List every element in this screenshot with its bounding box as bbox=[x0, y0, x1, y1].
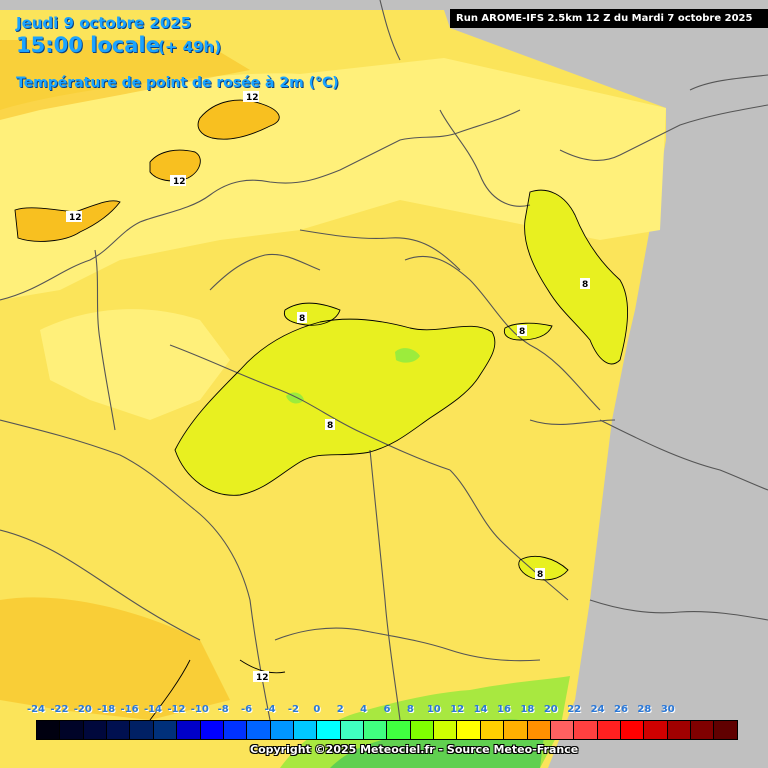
legend-swatch bbox=[317, 721, 341, 739]
legend-tick-label: 24 bbox=[590, 704, 605, 715]
legend-tick-label: 0 bbox=[313, 704, 321, 715]
borders bbox=[0, 0, 768, 721]
legend-tick-label: -2 bbox=[287, 704, 299, 715]
dewpoint-zone-12-topleft bbox=[0, 40, 250, 120]
legend-tick-label: -12 bbox=[167, 704, 186, 715]
forecast-time: 15:00 locale bbox=[16, 33, 160, 57]
dewpoint-zone-12-northsea bbox=[198, 100, 280, 140]
contour-labels: 12 12 12 8 8 8 8 8 12 bbox=[66, 91, 590, 683]
legend-tick-label: 14 bbox=[473, 704, 488, 715]
contour-label: 12 bbox=[256, 673, 269, 683]
legend-swatch bbox=[37, 721, 61, 739]
legend-swatch bbox=[153, 721, 178, 739]
legend-tick-label: 8 bbox=[406, 704, 414, 715]
legend-swatch bbox=[667, 721, 692, 739]
dewpoint-zone-12-north-a bbox=[150, 150, 201, 181]
contours bbox=[14, 99, 628, 721]
dewpoint-zone-light-west bbox=[40, 309, 230, 420]
contour-label: 12 bbox=[246, 93, 259, 103]
forecast-date: Jeudi 9 octobre 2025 bbox=[16, 14, 192, 32]
legend-swatch bbox=[714, 721, 737, 739]
legend-swatch bbox=[387, 721, 411, 739]
legend-swatch bbox=[434, 721, 458, 739]
legend-tick-label: 22 bbox=[567, 704, 582, 715]
legend-tick-label: -24 bbox=[26, 704, 46, 715]
contour-label: 8 bbox=[537, 570, 543, 580]
copyright-text: Copyright ©2025 Meteociel.fr - Source Me… bbox=[250, 743, 579, 756]
legend-tick-label: -14 bbox=[143, 704, 163, 715]
legend-tick-label: -18 bbox=[97, 704, 116, 715]
dewpoint-zone-6-spot-a bbox=[395, 348, 420, 363]
legend-swatch bbox=[574, 721, 598, 739]
legend-ticks: -24 -22 -20 -18 -16 -14 -12 -10 -8 -6 -4 -2 0 2 4 6 8 10 1… bbox=[27, 704, 738, 718]
legend-swatch bbox=[107, 721, 131, 739]
color-legend: -24 -22 -20 -18 -16 -14 -12 -10 -8 -6 -4 -2 0 2 4 6 8 10 1… bbox=[27, 704, 738, 742]
legend-swatch bbox=[457, 721, 481, 739]
legend-tick-label: 16 bbox=[497, 704, 511, 715]
legend-tick-label: -20 bbox=[73, 704, 92, 715]
legend-tick-label: -4 bbox=[264, 704, 276, 715]
contour-label: 8 bbox=[327, 421, 333, 431]
contour-label: 12 bbox=[173, 177, 186, 187]
dewpoint-zone-8-east-small bbox=[504, 323, 552, 340]
contour-label: 8 bbox=[582, 280, 588, 290]
legend-swatch bbox=[527, 721, 551, 739]
legend-swatch bbox=[200, 721, 224, 739]
legend-swatch bbox=[223, 721, 248, 739]
legend-tick-label: 6 bbox=[383, 704, 391, 715]
legend-swatch bbox=[691, 721, 715, 739]
legend-swatch bbox=[597, 721, 621, 739]
legend-swatch bbox=[247, 721, 271, 739]
lead-time: (+ 49h) bbox=[158, 38, 222, 56]
legend-swatch bbox=[620, 721, 645, 739]
legend-tick-label: 18 bbox=[520, 704, 535, 715]
legend-color-bar bbox=[36, 720, 738, 740]
dewpoint-zone-6-spot-b bbox=[286, 392, 304, 404]
run-info-banner: Run AROME-IFS 2.5km 12 Z du Mardi 7 octo… bbox=[450, 9, 768, 28]
contour-label: 8 bbox=[519, 327, 525, 337]
dewpoint-zone-8-east bbox=[524, 190, 628, 364]
legend-swatch bbox=[364, 721, 388, 739]
legend-swatch bbox=[480, 721, 505, 739]
legend-swatch bbox=[340, 721, 365, 739]
legend-swatch bbox=[644, 721, 668, 739]
legend-tick-label: 4 bbox=[360, 704, 368, 715]
legend-swatch bbox=[293, 721, 318, 739]
legend-tick-label: -22 bbox=[50, 704, 69, 715]
legend-swatch bbox=[60, 721, 84, 739]
contour-label: 8 bbox=[299, 314, 305, 324]
legend-tick-label: 26 bbox=[614, 704, 628, 715]
legend-tick-label: -10 bbox=[190, 704, 209, 715]
dewpoint-zone-8-central bbox=[175, 319, 495, 496]
legend-swatch bbox=[410, 721, 435, 739]
legend-tick-label: 20 bbox=[543, 704, 558, 715]
legend-tick-label: 10 bbox=[426, 704, 441, 715]
legend-swatch bbox=[504, 721, 528, 739]
contour-label: 12 bbox=[69, 213, 82, 223]
legend-tick-label: -8 bbox=[217, 704, 229, 715]
legend-swatch bbox=[83, 721, 108, 739]
legend-tick-label: -6 bbox=[241, 704, 253, 715]
legend-swatch bbox=[550, 721, 575, 739]
legend-tick-label: 28 bbox=[637, 704, 652, 715]
legend-tick-label: 12 bbox=[450, 704, 465, 715]
legend-tick-label: 2 bbox=[336, 704, 344, 715]
legend-swatch bbox=[130, 721, 154, 739]
parameter-title: Température de point de rosée à 2m (°C) bbox=[16, 75, 339, 91]
legend-tick-label: 30 bbox=[660, 704, 675, 715]
legend-swatch bbox=[270, 721, 294, 739]
legend-tick-label: -16 bbox=[120, 704, 139, 715]
legend-swatch bbox=[177, 721, 201, 739]
